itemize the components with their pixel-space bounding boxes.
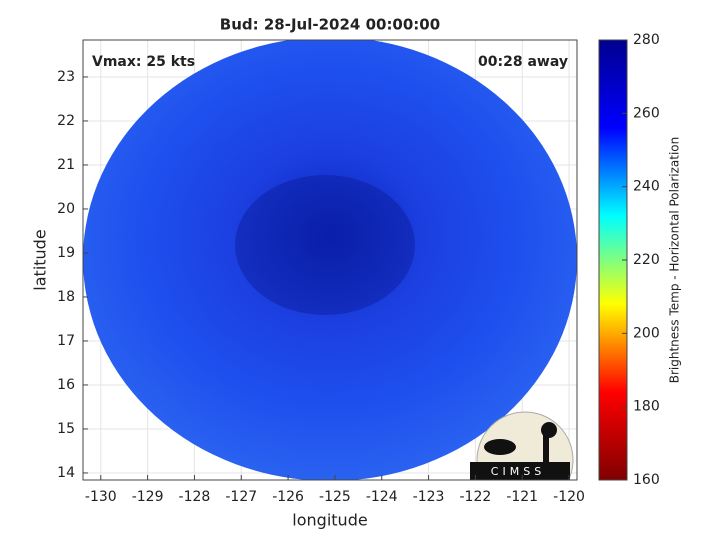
colorbar-tick-label: 280 (633, 32, 660, 48)
colorbar-tick-label: 180 (633, 399, 660, 415)
chart-title: Bud: 28-Jul-2024 00:00:00 (220, 16, 440, 34)
y-axis-label: latitude (31, 229, 50, 290)
annotation: 00:28 away (478, 54, 568, 70)
colorbar-tick-label: 260 (633, 105, 660, 121)
x-tick-label: -121 (506, 489, 538, 505)
y-tick-label: 23 (57, 69, 75, 85)
annotation: Vmax: 25 kts (92, 54, 195, 70)
colorbar-tick-label: 160 (633, 472, 660, 488)
x-tick-label: -122 (459, 489, 491, 505)
colorbar-tick-label: 240 (633, 179, 660, 195)
y-tick-label: 21 (57, 157, 75, 173)
x-tick-label: -128 (179, 489, 211, 505)
colorbar-label: Brightness Temp - Horizontal Polarizatio… (668, 137, 682, 384)
logo: CIMSS (470, 411, 574, 480)
x-tick-label: -130 (85, 489, 117, 505)
y-tick-label: 18 (57, 289, 75, 305)
y-tick-label: 22 (57, 113, 75, 129)
y-tick-label: 15 (57, 421, 75, 437)
x-tick-label: -126 (272, 489, 304, 505)
colorbar-tick-label: 220 (633, 252, 660, 268)
logo-text: CIMSS (491, 465, 545, 478)
colorbar-tick-label: 200 (633, 325, 660, 341)
y-tick-label: 14 (57, 465, 75, 481)
x-tick-label: -129 (132, 489, 164, 505)
x-axis-label: longitude (292, 511, 367, 530)
x-tick-label: -125 (319, 489, 351, 505)
x-tick-label: -120 (553, 489, 585, 505)
storm-core (235, 175, 415, 315)
axes-frame (82, 39, 578, 481)
x-tick-label: -127 (225, 489, 257, 505)
y-tick-label: 20 (57, 201, 75, 217)
y-tick-label: 19 (57, 245, 75, 261)
y-tick-label: 17 (57, 333, 75, 349)
x-tick-label: -124 (366, 489, 398, 505)
x-tick-label: -123 (413, 489, 445, 505)
y-tick-label: 16 (57, 377, 75, 393)
brightness-field (83, 40, 577, 480)
